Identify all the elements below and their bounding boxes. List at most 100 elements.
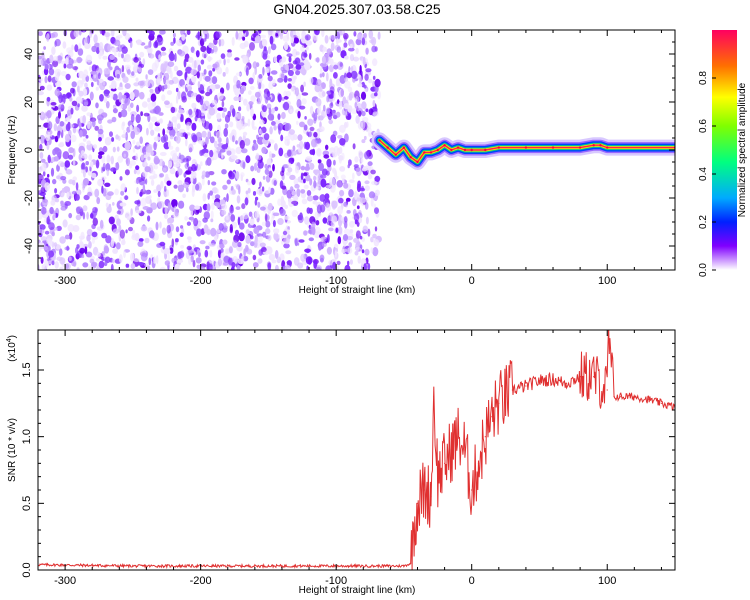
noise-dot xyxy=(275,33,279,37)
noise-dot xyxy=(201,170,206,177)
noise-dot xyxy=(204,249,209,258)
noise-dot xyxy=(176,123,181,130)
noise-dot xyxy=(82,181,86,189)
noise-dot xyxy=(353,237,360,243)
noise-dot xyxy=(38,190,43,195)
noise-dot xyxy=(337,236,342,245)
noise-dot xyxy=(90,71,97,75)
noise-dot xyxy=(344,55,349,60)
noise-dot xyxy=(219,243,225,249)
noise-dot xyxy=(139,91,145,100)
noise-dot xyxy=(134,200,141,205)
noise-dot xyxy=(296,188,301,198)
noise-dot xyxy=(110,80,117,90)
noise-dot xyxy=(60,200,64,205)
noise-dot xyxy=(361,167,368,172)
noise-dot xyxy=(351,108,357,115)
noise-dot xyxy=(191,122,197,131)
noise-dot xyxy=(157,190,161,198)
snr-point xyxy=(552,378,554,380)
noise-dot xyxy=(58,248,63,256)
noise-dot xyxy=(359,197,366,204)
noise-dot xyxy=(46,84,53,91)
noise-dot xyxy=(89,213,94,219)
noise-dot xyxy=(122,76,129,83)
noise-dot xyxy=(148,257,152,266)
noise-dot xyxy=(75,206,83,213)
noise-dot xyxy=(262,48,268,57)
noise-dot xyxy=(82,243,89,249)
noise-dot xyxy=(322,46,327,52)
noise-dot xyxy=(227,49,232,53)
noise-dot xyxy=(82,205,88,212)
noise-dot xyxy=(117,52,121,58)
noise-dot xyxy=(140,225,148,232)
noise-dot xyxy=(159,241,166,247)
noise-dot xyxy=(188,257,192,265)
noise-dot xyxy=(232,108,236,118)
noise-dot xyxy=(129,160,136,166)
noise-dot xyxy=(178,109,185,114)
noise-dot xyxy=(324,35,329,44)
snr-point xyxy=(423,489,425,491)
noise-dot xyxy=(283,243,290,249)
noise-dot xyxy=(150,179,155,186)
noise-dot xyxy=(86,112,91,116)
noise-dot xyxy=(59,121,65,127)
noise-dot xyxy=(343,32,349,40)
noise-dot xyxy=(87,191,93,197)
noise-dot xyxy=(209,243,216,247)
noise-dot xyxy=(139,136,143,144)
noise-dot xyxy=(80,80,85,85)
noise-dot xyxy=(182,158,188,163)
noise-dot xyxy=(263,46,267,52)
noise-dot xyxy=(307,118,314,127)
noise-dot xyxy=(354,191,358,200)
noise-dot xyxy=(47,121,53,130)
noise-dot xyxy=(224,123,229,129)
noise-dot xyxy=(333,159,336,166)
noise-dot xyxy=(78,121,82,129)
noise-dot xyxy=(337,205,343,215)
noise-dot xyxy=(98,154,103,160)
noise-dot xyxy=(190,176,194,183)
noise-dot xyxy=(372,75,376,80)
noise-dot xyxy=(137,262,144,266)
colorbar-tick-label: 0.8 xyxy=(698,71,709,85)
noise-dot xyxy=(225,215,230,221)
noise-dot xyxy=(372,247,379,257)
x-tick-label: -100 xyxy=(325,575,347,587)
noise-dot xyxy=(267,234,272,241)
noise-dot xyxy=(142,206,150,210)
noise-dot xyxy=(95,86,99,91)
noise-dot xyxy=(85,161,89,166)
noise-dot xyxy=(133,258,140,263)
noise-dot xyxy=(356,205,360,210)
noise-dot xyxy=(341,30,345,34)
noise-dot xyxy=(157,197,161,203)
noise-dot xyxy=(337,135,343,139)
noise-dot xyxy=(249,218,255,226)
noise-dot xyxy=(357,83,363,88)
noise-dot xyxy=(281,69,288,74)
noise-dot xyxy=(336,147,340,157)
noise-dot xyxy=(254,154,262,161)
noise-dot xyxy=(66,191,70,199)
noise-dot xyxy=(352,172,355,180)
spectrogram-xlabel: Height of straight line (km) xyxy=(299,285,416,296)
noise-dot xyxy=(374,207,379,215)
noise-dot xyxy=(349,229,354,234)
noise-dot xyxy=(353,213,360,222)
noise-dot xyxy=(237,241,242,248)
noise-dot xyxy=(304,217,311,224)
noise-dot xyxy=(191,163,197,172)
noise-dot xyxy=(280,199,286,208)
noise-dot xyxy=(48,68,55,76)
noise-dot xyxy=(44,63,49,70)
noise-dot xyxy=(85,251,93,258)
noise-dot xyxy=(67,224,75,232)
noise-dot xyxy=(197,64,201,72)
noise-dot xyxy=(260,206,266,211)
noise-dot xyxy=(242,55,249,64)
noise-dot xyxy=(148,195,152,199)
